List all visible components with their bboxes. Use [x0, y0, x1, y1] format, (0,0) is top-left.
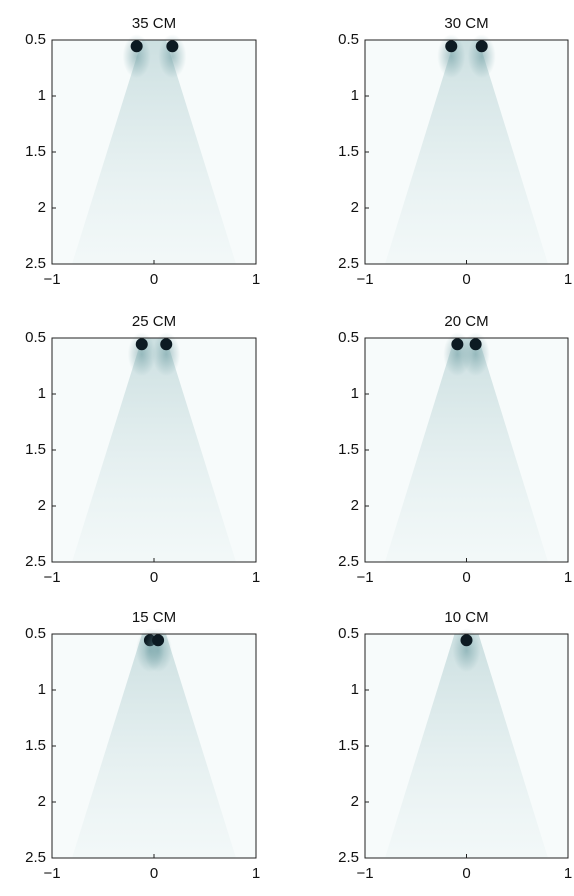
- y-tick-label: 1: [351, 681, 359, 698]
- y-tick-label: 2: [38, 497, 46, 514]
- beam-pattern: [72, 338, 236, 562]
- x-tick-label: 0: [462, 569, 470, 586]
- peak: [460, 634, 473, 647]
- y-tick-label: 0.5: [25, 625, 46, 642]
- y-tick-label: 1.5: [338, 737, 359, 754]
- y-tick-label: 1.5: [25, 737, 46, 754]
- y-tick-label: 1.5: [338, 441, 359, 458]
- peak: [451, 338, 464, 351]
- y-tick-label: 0.5: [25, 329, 46, 346]
- y-tick-label: 2: [38, 793, 46, 810]
- y-tick-label: 1.5: [25, 441, 46, 458]
- x-tick-label: −1: [43, 271, 60, 288]
- x-tick-label: 0: [150, 569, 158, 586]
- x-tick-label: 1: [252, 865, 260, 882]
- x-tick-label: 1: [564, 865, 572, 882]
- x-tick-label: 1: [564, 271, 572, 288]
- panel: 15 CM 0.5 1 1.5 2 2.5−1 0 1: [25, 609, 260, 882]
- x-tick-label: −1: [356, 271, 373, 288]
- y-tick-label: 1: [38, 385, 46, 402]
- y-tick-label: 2.5: [25, 255, 46, 272]
- panel: 25 CM 0.5 1 1.5 2 2.5−1 0 1: [25, 313, 260, 586]
- panel: 20 CM 0.5 1 1.5 2 2.5−1 0 1: [338, 313, 572, 586]
- x-tick-label: 0: [150, 865, 158, 882]
- panel-title: 30 CM: [444, 15, 488, 32]
- y-tick-label: 2.5: [338, 255, 359, 272]
- y-tick-label: 2.5: [25, 553, 46, 570]
- x-tick-label: −1: [43, 569, 60, 586]
- y-tick-label: 2.5: [338, 553, 359, 570]
- peak-glow: [158, 34, 187, 79]
- y-tick-label: 0.5: [338, 625, 359, 642]
- y-tick-label: 0.5: [338, 31, 359, 48]
- y-tick-label: 2: [351, 199, 359, 216]
- y-tick-label: 0.5: [338, 329, 359, 346]
- x-tick-label: 0: [150, 271, 158, 288]
- y-tick-label: 1: [38, 681, 46, 698]
- peak-glow: [437, 34, 466, 79]
- y-tick-label: 1: [351, 385, 359, 402]
- peak: [445, 40, 458, 53]
- x-tick-label: 1: [252, 569, 260, 586]
- y-tick-label: 1: [38, 87, 46, 104]
- beam-pattern: [72, 40, 236, 264]
- peak-glow: [452, 628, 481, 673]
- beam-pattern: [72, 634, 236, 858]
- y-tick-label: 1.5: [338, 143, 359, 160]
- beam-pattern: [385, 338, 548, 562]
- peak-glow: [467, 34, 496, 79]
- peak: [475, 40, 488, 53]
- peak-glow: [127, 332, 156, 377]
- peak-glow: [122, 34, 151, 79]
- peak: [166, 40, 179, 53]
- y-tick-label: 2: [38, 199, 46, 216]
- beam-pattern: [385, 634, 548, 858]
- y-tick-label: 1: [351, 87, 359, 104]
- peak-glow: [461, 332, 490, 377]
- x-tick-label: 1: [252, 271, 260, 288]
- peak-glow: [152, 332, 181, 377]
- y-tick-label: 2: [351, 793, 359, 810]
- beam-pattern: [385, 40, 548, 264]
- y-tick-label: 2: [351, 497, 359, 514]
- panel-title: 35 CM: [132, 15, 176, 32]
- panel: 10 CM 0.5 1 1.5 2 2.5−1 0 1: [338, 609, 572, 882]
- panel-title: 10 CM: [444, 609, 488, 626]
- panel-title: 25 CM: [132, 313, 176, 330]
- y-tick-label: 2.5: [338, 849, 359, 866]
- peak: [135, 338, 148, 351]
- x-tick-label: −1: [356, 865, 373, 882]
- peak: [160, 338, 173, 351]
- x-tick-label: 0: [462, 271, 470, 288]
- panel: 35 CM 0.5 1 1.5 2 2.5−1 0 1: [25, 15, 260, 288]
- y-tick-label: 2.5: [25, 849, 46, 866]
- panel-title: 15 CM: [132, 609, 176, 626]
- x-tick-label: 1: [564, 569, 572, 586]
- x-tick-label: 0: [462, 865, 470, 882]
- y-tick-label: 0.5: [25, 31, 46, 48]
- x-tick-label: −1: [356, 569, 373, 586]
- peak: [130, 40, 143, 53]
- panel: 30 CM 0.5 1 1.5 2 2.5−1 0 1: [338, 15, 572, 288]
- x-tick-label: −1: [43, 865, 60, 882]
- peak: [152, 634, 165, 647]
- peak-glow: [144, 628, 173, 673]
- panel-title: 20 CM: [444, 313, 488, 330]
- peak: [469, 338, 482, 351]
- y-tick-label: 1.5: [25, 143, 46, 160]
